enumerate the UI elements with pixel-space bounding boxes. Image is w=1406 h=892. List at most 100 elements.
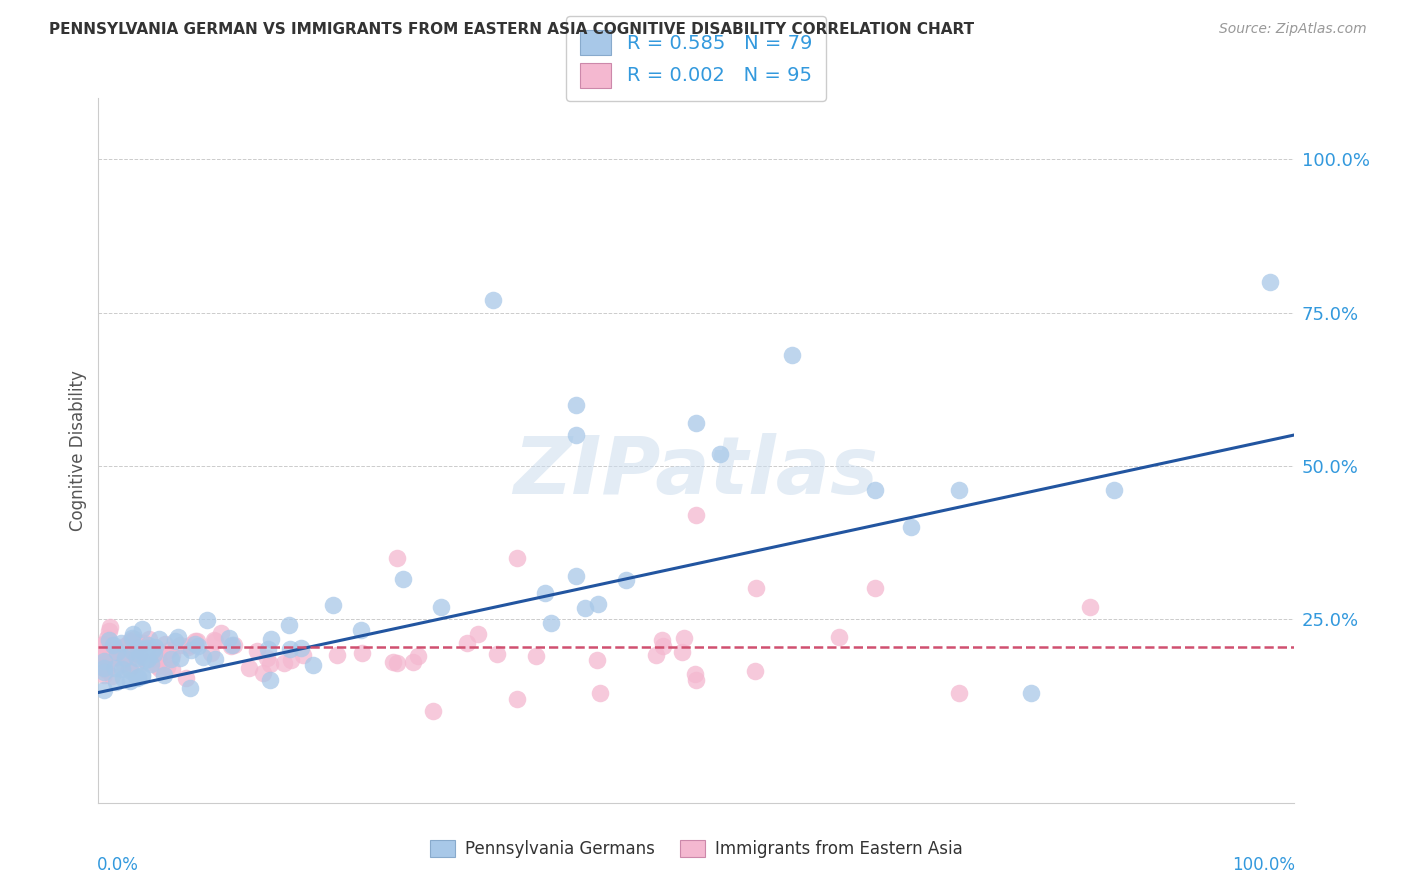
Point (709, 446, 731, 460)
Point (93, 637, 115, 651)
Point (402, 655, 425, 669)
Point (744, 664, 766, 678)
Point (184, 637, 207, 651)
Point (534, 586, 557, 600)
Point (120, 648, 142, 662)
Point (97, 624, 120, 639)
Point (160, 648, 183, 662)
Point (1019, 685, 1042, 699)
Point (672, 631, 695, 645)
Point (828, 631, 851, 645)
Point (524, 649, 547, 664)
Point (586, 598, 609, 612)
Point (645, 648, 668, 663)
Point (574, 601, 596, 615)
Point (93, 665, 115, 679)
Point (127, 636, 149, 650)
Point (506, 550, 529, 565)
Point (326, 648, 349, 663)
Point (219, 639, 242, 653)
Point (865, 483, 887, 498)
Point (683, 667, 706, 681)
Point (252, 666, 274, 681)
Point (385, 656, 409, 670)
Point (110, 636, 132, 650)
Point (614, 573, 637, 587)
Point (277, 618, 299, 632)
Point (184, 633, 207, 648)
Point (146, 658, 169, 673)
Point (195, 613, 218, 627)
Point (104, 650, 127, 665)
Point (565, 569, 588, 583)
Point (259, 657, 281, 672)
Point (1258, 275, 1281, 289)
Point (128, 648, 150, 663)
Point (136, 652, 159, 666)
Point (381, 655, 404, 669)
Point (146, 649, 169, 664)
Point (101, 638, 124, 652)
Point (169, 639, 191, 653)
Point (125, 671, 148, 685)
Text: ZIPatlas: ZIPatlas (513, 433, 879, 510)
Point (110, 662, 132, 676)
Point (114, 650, 136, 665)
Point (153, 637, 176, 651)
Point (135, 655, 157, 669)
Point (118, 634, 141, 648)
Point (148, 653, 170, 667)
Point (280, 641, 302, 656)
Point (651, 633, 673, 648)
Point (221, 638, 243, 652)
Point (145, 640, 167, 654)
Point (180, 642, 202, 657)
Point (124, 642, 146, 657)
Text: 0.0%: 0.0% (97, 855, 139, 873)
Point (111, 672, 134, 686)
Point (146, 645, 169, 659)
Point (456, 636, 478, 650)
Point (127, 641, 149, 656)
Point (97, 654, 120, 668)
Point (177, 640, 200, 654)
Text: 100.0%: 100.0% (1232, 855, 1295, 873)
Point (391, 572, 413, 586)
Point (148, 632, 170, 646)
Legend: Pennsylvania Germans, Immigrants from Eastern Asia: Pennsylvania Germans, Immigrants from Ea… (423, 833, 969, 865)
Point (118, 674, 141, 689)
Point (179, 639, 201, 653)
Point (127, 670, 149, 684)
Point (260, 632, 283, 646)
Point (179, 681, 201, 695)
Point (948, 483, 970, 498)
Point (589, 685, 612, 699)
Point (222, 638, 245, 652)
Point (256, 651, 278, 665)
Point (780, 349, 803, 363)
Point (103, 644, 125, 658)
Point (115, 638, 138, 652)
Point (124, 658, 146, 673)
Text: Source: ZipAtlas.com: Source: ZipAtlas.com (1219, 22, 1367, 37)
Point (290, 641, 312, 656)
Point (153, 668, 176, 682)
Point (117, 648, 139, 663)
Point (385, 550, 409, 565)
Point (322, 598, 344, 612)
Point (169, 651, 191, 665)
Point (132, 641, 155, 656)
Point (141, 657, 163, 671)
Point (302, 658, 325, 673)
Point (93, 637, 115, 651)
Point (406, 648, 429, 663)
Point (112, 656, 135, 670)
Point (134, 652, 156, 666)
Point (108, 642, 131, 657)
Point (93, 647, 115, 661)
Point (671, 645, 693, 659)
Point (93, 654, 115, 668)
Point (1080, 599, 1102, 614)
Point (948, 685, 970, 699)
Point (96, 631, 118, 645)
